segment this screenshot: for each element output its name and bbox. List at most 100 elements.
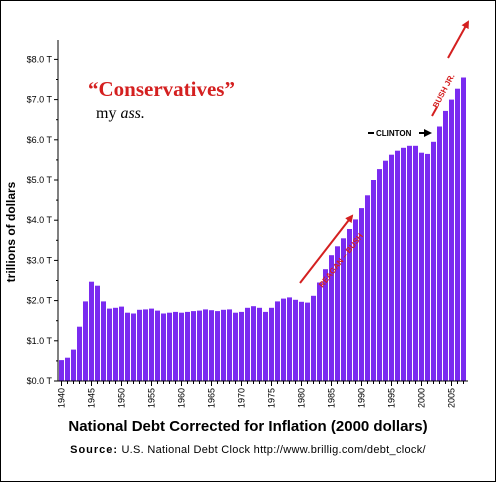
bar-1986 bbox=[335, 246, 340, 381]
bar-1988 bbox=[347, 229, 352, 381]
bar-1987 bbox=[341, 238, 346, 381]
bar-1944 bbox=[83, 301, 88, 381]
x-axis-ticks: 1940 1945 1950 1955 1960 1965 1970 1975 1980 1985… bbox=[57, 381, 464, 408]
x-tick-label: 1945 bbox=[87, 388, 97, 408]
bar-2006 bbox=[455, 88, 460, 381]
x-tick-label: 1990 bbox=[357, 388, 367, 408]
bar-2007 bbox=[461, 77, 466, 381]
bar-1995 bbox=[389, 154, 394, 381]
bar-1970 bbox=[239, 311, 244, 381]
reagan-bush-arrow bbox=[299, 214, 354, 284]
bar-2002 bbox=[431, 141, 436, 381]
x-tick-label: 1940 bbox=[57, 388, 67, 408]
bar-1968 bbox=[227, 309, 232, 381]
x-tick-label: 1975 bbox=[267, 388, 277, 408]
bar-1943 bbox=[77, 326, 82, 381]
subline-emphasis: ass. bbox=[120, 105, 144, 122]
y-tick-label: $0.0 T bbox=[27, 376, 53, 386]
bar-1964 bbox=[203, 309, 208, 381]
bar-1949 bbox=[113, 307, 118, 381]
bar-1958 bbox=[167, 312, 172, 381]
x-tick-label: 1980 bbox=[297, 388, 307, 408]
bar-1959 bbox=[173, 311, 178, 381]
bar-1940 bbox=[59, 360, 64, 381]
bar-1981 bbox=[305, 302, 310, 381]
bar-2003 bbox=[437, 126, 442, 381]
bar-1977 bbox=[281, 298, 286, 381]
bar-1996 bbox=[395, 150, 400, 381]
source-text: U.S. National Debt Clock http://www.bril… bbox=[121, 444, 426, 456]
bar-1960 bbox=[179, 312, 184, 381]
bar-1954 bbox=[143, 309, 148, 381]
x-tick-label: 1985 bbox=[327, 388, 337, 408]
bar-1965 bbox=[209, 310, 214, 381]
y-tick-label: $8.0 T bbox=[27, 54, 53, 64]
bar-1952 bbox=[131, 313, 136, 381]
x-tick-label: 1950 bbox=[117, 388, 127, 408]
x-tick-label: 2000 bbox=[417, 388, 427, 408]
bar-1985 bbox=[329, 255, 334, 381]
x-tick-label: 1960 bbox=[177, 388, 187, 408]
bar-1979 bbox=[293, 299, 298, 381]
x-tick-label: 1955 bbox=[147, 388, 157, 408]
bar-1961 bbox=[185, 311, 190, 381]
bar-1997 bbox=[401, 147, 406, 381]
bar-1976 bbox=[275, 301, 280, 381]
bush-jr-arrow bbox=[447, 20, 469, 59]
y-tick-label: $2.0 T bbox=[27, 296, 53, 306]
clinton-annotation: CLINTON bbox=[376, 129, 412, 138]
bar-1973 bbox=[257, 307, 262, 381]
bar-1983 bbox=[317, 282, 322, 381]
x-tick-label: 1970 bbox=[237, 388, 247, 408]
bar-1980 bbox=[299, 301, 304, 381]
bar-1971 bbox=[245, 307, 250, 381]
bar-1982 bbox=[311, 295, 316, 381]
bar-1951 bbox=[125, 312, 130, 381]
bar-1978 bbox=[287, 297, 292, 381]
bar-2000 bbox=[419, 152, 424, 381]
x-tick-label: 1965 bbox=[207, 388, 217, 408]
bar-2004 bbox=[443, 110, 448, 382]
headline-annotation: “Conservatives” bbox=[88, 77, 235, 101]
bar-1969 bbox=[233, 312, 238, 381]
bush-jr-tail bbox=[431, 106, 438, 117]
source-label: Source: bbox=[70, 444, 119, 456]
bar-1990 bbox=[359, 208, 364, 381]
bars-group bbox=[59, 77, 466, 382]
bar-1991 bbox=[365, 195, 370, 381]
subline-annotation: my ass. bbox=[96, 105, 145, 122]
bar-1967 bbox=[221, 309, 226, 381]
chart-title: National Debt Corrected for Inflation (2… bbox=[68, 418, 428, 435]
y-tick-label: $1.0 T bbox=[27, 336, 53, 346]
bar-2001 bbox=[425, 153, 430, 381]
bar-1975 bbox=[269, 307, 274, 381]
bar-1962 bbox=[191, 311, 196, 381]
bar-1947 bbox=[101, 301, 106, 381]
bar-1972 bbox=[251, 306, 256, 381]
bar-1993 bbox=[377, 169, 382, 381]
bar-1956 bbox=[155, 310, 160, 381]
bar-1950 bbox=[119, 306, 124, 381]
y-axis-label: trillions of dollars bbox=[4, 181, 18, 282]
bar-1946 bbox=[95, 285, 100, 381]
bar-1941 bbox=[65, 357, 70, 381]
bar-1994 bbox=[383, 160, 388, 381]
subline-prefix: my bbox=[96, 105, 120, 122]
bar-1999 bbox=[413, 145, 418, 381]
bar-1963 bbox=[197, 310, 202, 381]
bar-1966 bbox=[215, 311, 220, 381]
bar-1984 bbox=[323, 269, 328, 381]
y-tick-label: $6.0 T bbox=[27, 135, 53, 145]
x-tick-label: 1995 bbox=[387, 388, 397, 408]
bar-1955 bbox=[149, 308, 154, 381]
bar-1974 bbox=[263, 311, 268, 381]
y-tick-label: $5.0 T bbox=[27, 175, 53, 185]
bar-1948 bbox=[107, 308, 112, 381]
bar-1989 bbox=[353, 219, 358, 381]
bar-1998 bbox=[407, 145, 412, 381]
bar-1942 bbox=[71, 349, 76, 381]
bar-1945 bbox=[89, 281, 94, 381]
bar-1992 bbox=[371, 180, 376, 381]
bar-1953 bbox=[137, 309, 142, 381]
